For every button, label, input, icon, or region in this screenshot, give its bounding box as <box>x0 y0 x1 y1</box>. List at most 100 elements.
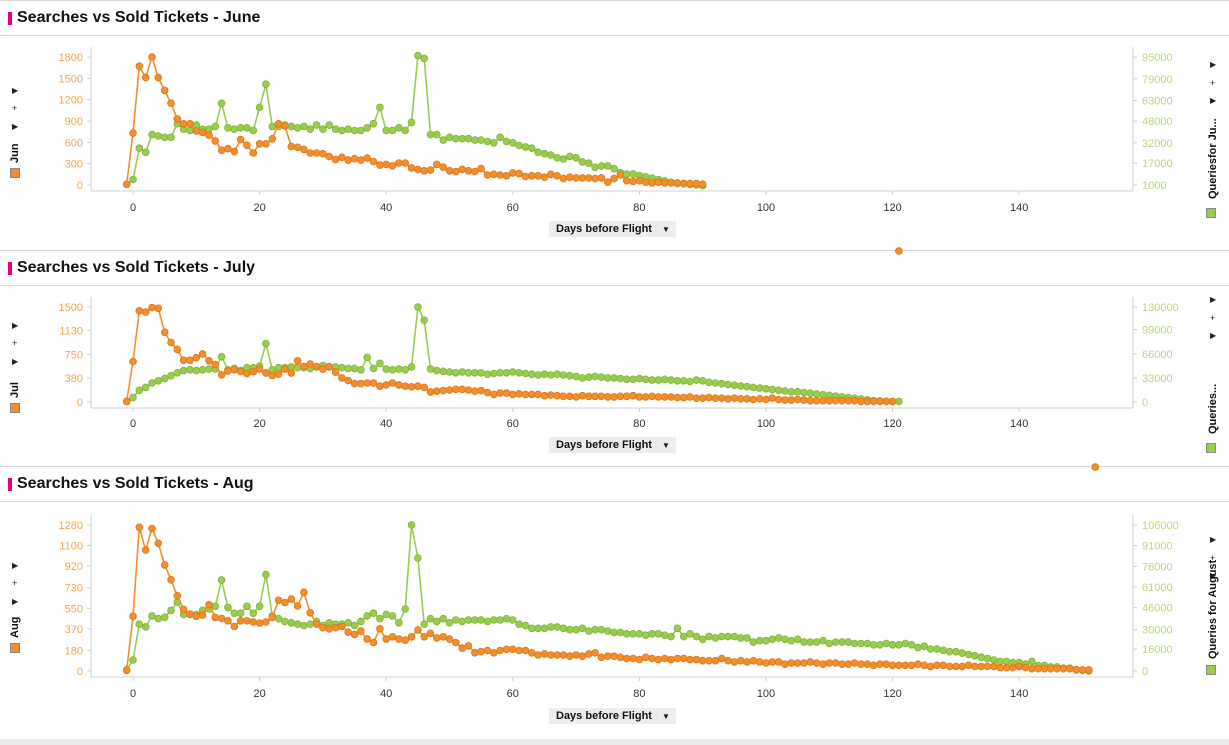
data-point-queries <box>793 635 802 644</box>
data-point-queries <box>312 121 321 129</box>
data-point-sold <box>686 393 694 401</box>
data-point-sold <box>850 396 859 405</box>
data-point-queries <box>306 620 315 629</box>
data-point-sold <box>667 393 675 401</box>
data-point-queries <box>141 148 150 157</box>
data-point-sold <box>1066 664 1074 673</box>
data-point-queries <box>154 614 163 623</box>
data-point-sold <box>331 368 340 376</box>
data-point-queries <box>800 388 808 397</box>
data-point-sold <box>122 397 131 406</box>
x-axis-dropdown[interactable]: Days before Flight ▼ <box>549 708 676 724</box>
plus-icon[interactable]: + <box>1210 553 1216 563</box>
data-point-sold <box>629 654 637 663</box>
x-tick-label: 120 <box>883 202 901 214</box>
expand-arrow-icon[interactable]: ▶ <box>12 561 19 570</box>
data-point-sold <box>736 395 745 403</box>
data-point-queries <box>369 119 378 128</box>
expand-arrow-icon[interactable]: ▶ <box>12 86 19 95</box>
legend-swatch-sold <box>10 403 20 413</box>
data-point-sold <box>1059 664 1068 673</box>
data-point-sold <box>439 633 448 641</box>
x-tick-label: 20 <box>253 202 265 214</box>
data-point-queries <box>597 162 606 170</box>
data-point-sold <box>1034 664 1042 673</box>
data-point-sold <box>154 73 163 82</box>
data-point-queries <box>363 353 372 362</box>
data-point-queries <box>249 126 258 135</box>
plus-icon[interactable]: + <box>1210 78 1216 88</box>
plus-icon[interactable]: + <box>12 103 18 113</box>
data-point-queries <box>483 137 492 146</box>
data-point-sold <box>546 170 555 179</box>
data-point-sold <box>502 645 511 654</box>
data-point-sold <box>141 308 150 316</box>
expand-arrow-icon[interactable]: ▶ <box>1210 60 1217 69</box>
data-point-sold <box>489 170 498 179</box>
data-point-sold <box>724 656 732 665</box>
expand-arrow-icon[interactable]: ▶ <box>12 357 19 366</box>
data-point-sold <box>338 622 346 631</box>
data-point-sold <box>268 371 277 380</box>
data-point-sold <box>819 396 827 405</box>
data-point-sold <box>648 392 656 401</box>
data-point-queries <box>135 386 144 395</box>
data-point-queries <box>711 379 720 387</box>
expand-arrow-icon[interactable]: ▶ <box>12 597 19 606</box>
data-point-queries <box>205 365 213 373</box>
data-point-sold <box>274 120 283 128</box>
data-point-queries <box>705 378 713 387</box>
data-point-sold <box>363 635 372 643</box>
data-point-sold <box>508 645 517 654</box>
data-point-sold <box>148 303 156 312</box>
expand-arrow-icon[interactable]: ▶ <box>1210 96 1217 105</box>
expand-arrow-icon[interactable]: ▶ <box>1210 535 1217 544</box>
x-tick-label: 120 <box>883 688 901 700</box>
data-point-sold <box>527 390 536 399</box>
data-point-sold <box>312 620 321 629</box>
expand-arrow-icon[interactable]: ▶ <box>1210 331 1217 340</box>
data-point-sold <box>863 397 872 406</box>
data-point-sold <box>160 86 169 95</box>
expand-arrow-icon[interactable]: ▶ <box>12 321 19 330</box>
expand-arrow-icon[interactable]: ▶ <box>12 122 19 131</box>
data-point-sold <box>363 154 372 162</box>
data-point-queries <box>622 170 631 178</box>
data-point-sold <box>198 611 207 619</box>
data-point-queries <box>160 133 169 142</box>
data-point-sold <box>401 382 410 391</box>
data-point-sold <box>907 661 916 670</box>
data-point-sold <box>173 591 182 600</box>
data-point-sold <box>395 381 403 389</box>
series-line-queries <box>126 304 899 403</box>
data-point-sold <box>565 392 574 401</box>
plus-icon[interactable]: + <box>12 338 18 348</box>
y-right-tick-label: 0 <box>1142 397 1148 409</box>
data-point-sold <box>255 365 264 373</box>
data-point-sold <box>546 391 555 399</box>
data-point-sold <box>489 649 498 657</box>
data-point-queries <box>679 632 688 641</box>
data-point-sold <box>192 612 201 621</box>
data-point-queries <box>749 638 758 646</box>
data-point-queries <box>401 126 410 135</box>
data-point-sold <box>255 619 264 627</box>
data-point-sold <box>198 350 207 358</box>
data-point-queries <box>395 619 403 627</box>
expand-arrow-icon[interactable]: ▶ <box>1210 571 1217 580</box>
data-point-queries <box>217 576 226 584</box>
x-axis-dropdown[interactable]: Days before Flight ▼ <box>549 221 676 237</box>
data-point-queries <box>350 621 359 630</box>
plus-icon[interactable]: + <box>1210 313 1216 323</box>
data-point-sold <box>553 391 561 400</box>
data-point-queries <box>540 624 549 633</box>
data-point-sold <box>445 167 454 175</box>
y-left-tick-label: 550 <box>65 603 83 615</box>
data-point-queries <box>641 631 650 640</box>
data-point-queries <box>154 377 163 385</box>
plus-icon[interactable]: + <box>12 578 18 588</box>
chart-panel: Searches vs Sold Tickets - June ▶ + ▶ Jun ▶ + ▶… <box>0 0 1229 251</box>
data-point-queries <box>350 126 359 135</box>
expand-arrow-icon[interactable]: ▶ <box>1210 295 1217 304</box>
x-axis-dropdown[interactable]: Days before Flight ▼ <box>549 437 676 453</box>
